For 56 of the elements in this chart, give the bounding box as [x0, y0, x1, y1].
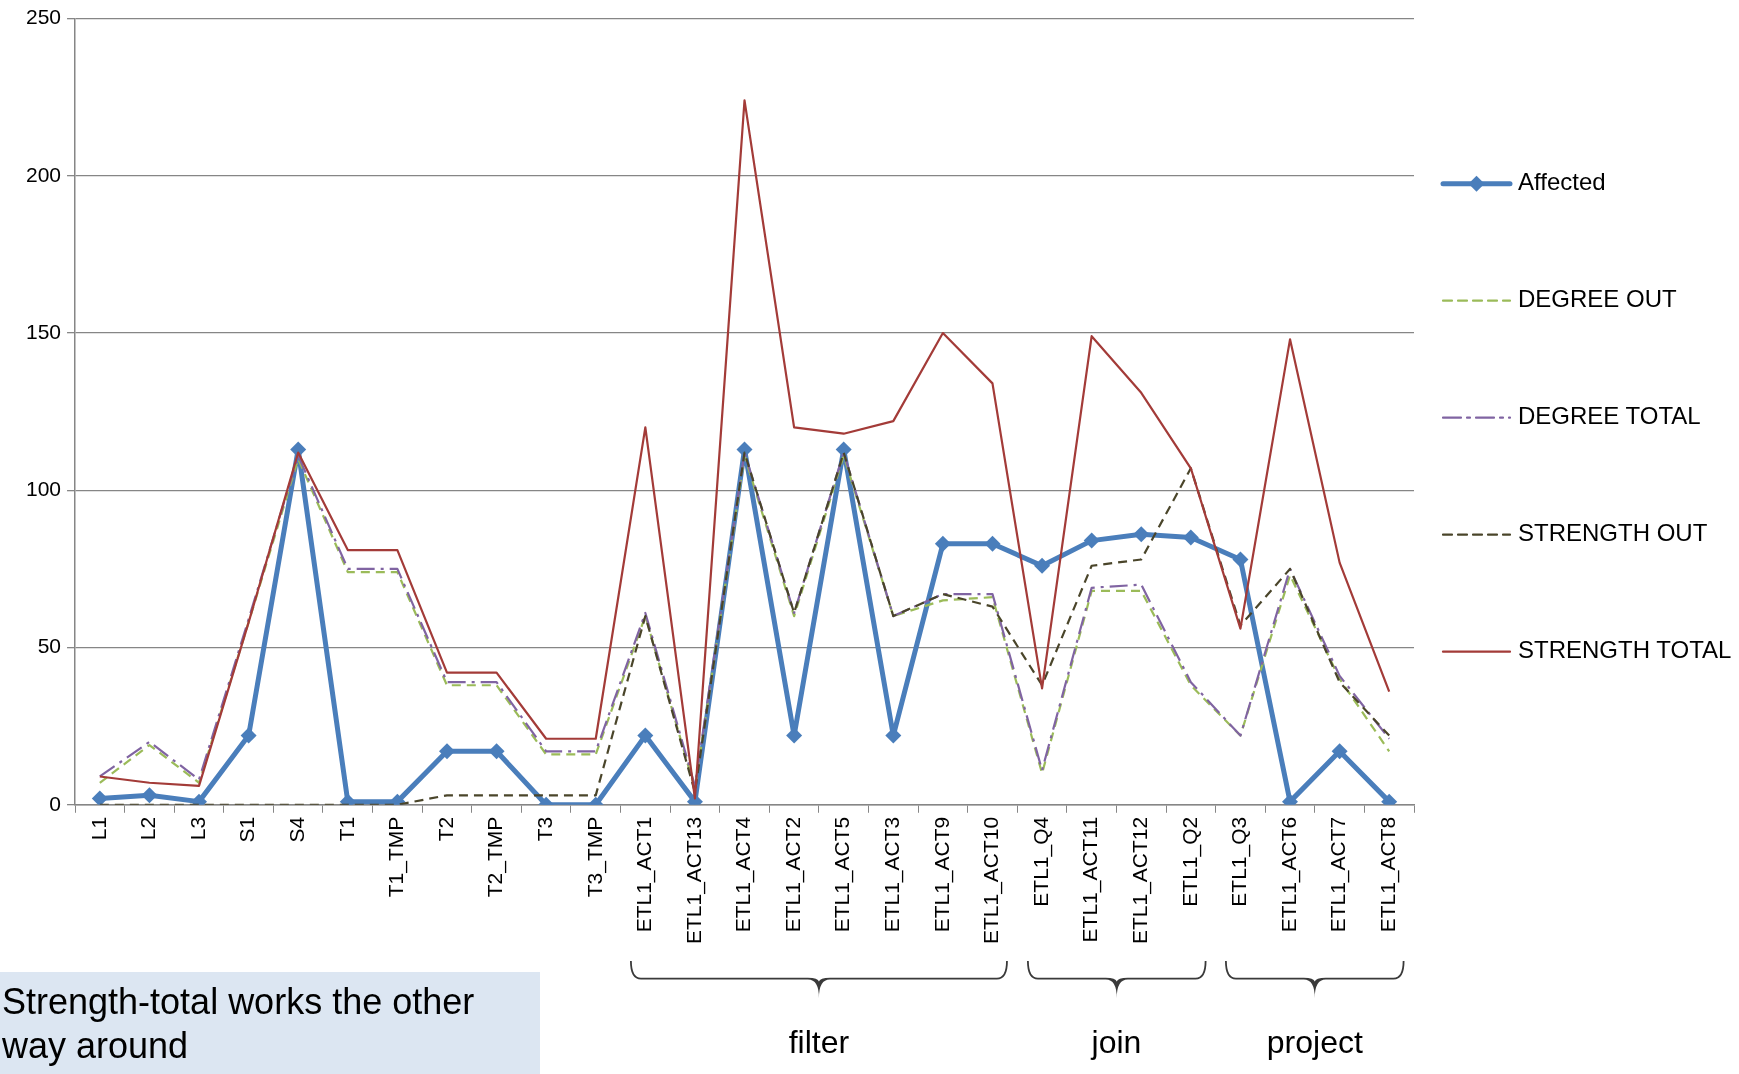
x-tick-label: ETL1_ACT10 [979, 816, 1004, 944]
point [1034, 557, 1051, 574]
x-tick-label: ETL1_ACT13 [681, 816, 706, 944]
legend-label: DEGREE OUT [1518, 285, 1678, 313]
y-tick-label: 0 [49, 791, 62, 815]
x-tick-label: ETL1_ACT7 [1326, 816, 1351, 933]
point [438, 743, 455, 760]
point [637, 727, 654, 744]
legend-label: Affected [1518, 168, 1606, 196]
text: Strength-total works the other way around [0, 972, 540, 1074]
point [934, 535, 951, 552]
x-tick-label: ETL1_ACT1 [632, 816, 657, 933]
x-tick-label: S4 [284, 816, 308, 843]
legend-label: DEGREE TOTAL [1518, 402, 1701, 430]
x-tick-label: T3_TMP [582, 816, 607, 898]
x-tick-label: T1 [334, 816, 358, 842]
x-tick-label: ETL1_ACT3 [880, 816, 905, 933]
x-tick-label: L2 [136, 816, 160, 841]
x-tick-label: ETL1_Q4 [1028, 816, 1053, 907]
x-tick-label: ETL1_ACT5 [830, 816, 855, 933]
x-tick-label: ETL1_ACT2 [780, 816, 805, 933]
x-tick-label: ETL1_ACT4 [731, 816, 756, 933]
y-tick-label: 100 [25, 477, 62, 501]
y-tick-label: 200 [25, 162, 62, 186]
x-tick-label: ETL1_ACT9 [929, 816, 954, 933]
y-tick-label: 250 [25, 5, 62, 29]
point [984, 535, 1001, 552]
x-tick-label: ETL1_Q2 [1177, 816, 1202, 907]
x-tick-label: L3 [185, 816, 209, 841]
point [1232, 551, 1249, 568]
text: project [1265, 1023, 1364, 1062]
x-tick-label: T1_TMP [384, 816, 409, 898]
x-tick-label: T2 [433, 816, 457, 842]
point [1331, 743, 1348, 760]
y-tick-label: 150 [25, 319, 62, 343]
x-tick-label: T2_TMP [483, 816, 508, 898]
y-tick-label: 50 [37, 634, 62, 658]
text: filter [787, 1023, 851, 1062]
text: join [1089, 1023, 1143, 1062]
x-tick-label: ETL1_ACT12 [1128, 816, 1153, 944]
x-tick-label: S1 [235, 816, 259, 843]
x-tick-label: ETL1_ACT8 [1376, 816, 1400, 933]
x-tick-label: ETL1_Q3 [1227, 816, 1252, 907]
point [1182, 529, 1199, 546]
point [91, 790, 108, 805]
x-tick-label: T3 [532, 816, 556, 842]
x-tick-label: ETL1_ACT6 [1276, 816, 1301, 933]
point [1083, 532, 1100, 549]
legend-label: STRENGTH TOTAL [1518, 636, 1732, 664]
legend-label: STRENGTH OUT [1518, 519, 1708, 547]
point [240, 727, 257, 744]
x-tick-label: ETL1_ACT11 [1078, 816, 1103, 943]
point [1133, 526, 1150, 543]
point [141, 787, 158, 804]
x-tick-label: L1 [86, 816, 110, 841]
point [488, 743, 505, 760]
